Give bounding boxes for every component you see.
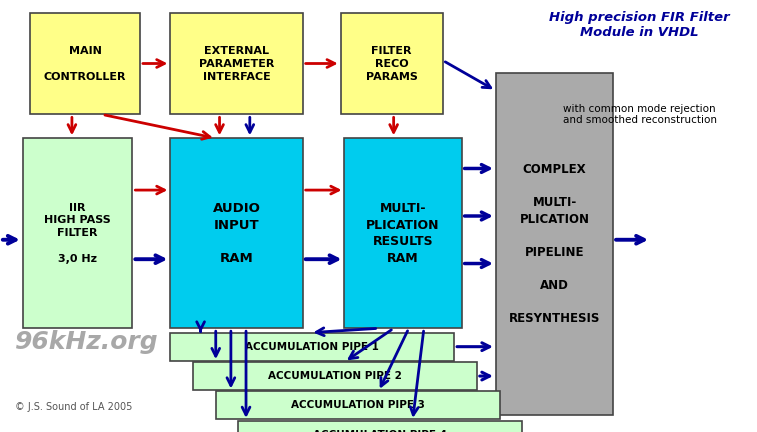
Text: High precision FIR Filter
Module in VHDL: High precision FIR Filter Module in VHDL	[550, 11, 730, 39]
Bar	[216, 391, 500, 419]
Bar	[238, 421, 522, 432]
Text: ACCUMULATION PIPE 4: ACCUMULATION PIPE 4	[313, 430, 447, 432]
Text: MULTI-
PLICATION
RESULTS
RAM: MULTI- PLICATION RESULTS RAM	[366, 202, 440, 264]
Bar	[170, 138, 303, 328]
Text: ACCUMULATION PIPE 1: ACCUMULATION PIPE 1	[245, 342, 379, 352]
Text: ACCUMULATION PIPE 2: ACCUMULATION PIPE 2	[268, 371, 402, 381]
Bar	[30, 13, 140, 114]
Text: © J.S. Sound of LA 2005: © J.S. Sound of LA 2005	[15, 402, 132, 412]
Bar	[23, 138, 132, 328]
Text: COMPLEX

MULTI-
PLICATION

PIPELINE

AND

RESYNTHESIS: COMPLEX MULTI- PLICATION PIPELINE AND RE…	[509, 163, 600, 325]
Bar	[193, 362, 477, 390]
Bar	[170, 13, 303, 114]
Text: ACCUMULATION PIPE 3: ACCUMULATION PIPE 3	[291, 400, 425, 410]
Text: 96kHz.org: 96kHz.org	[15, 330, 159, 355]
Text: AUDIO
INPUT

RAM: AUDIO INPUT RAM	[213, 202, 260, 264]
Bar	[170, 333, 454, 361]
Text: with common mode rejection
and smoothed reconstruction: with common mode rejection and smoothed …	[562, 104, 717, 125]
Bar	[344, 138, 462, 328]
Text: FILTER
RECO
PARAMS: FILTER RECO PARAMS	[366, 46, 418, 82]
Text: EXTERNAL
PARAMETER
INTERFACE: EXTERNAL PARAMETER INTERFACE	[199, 46, 274, 82]
Bar	[496, 73, 613, 415]
Text: IIR
HIGH PASS
FILTER

3,0 Hz: IIR HIGH PASS FILTER 3,0 Hz	[44, 203, 111, 264]
Text: MAIN

CONTROLLER: MAIN CONTROLLER	[44, 46, 126, 82]
Bar	[341, 13, 443, 114]
